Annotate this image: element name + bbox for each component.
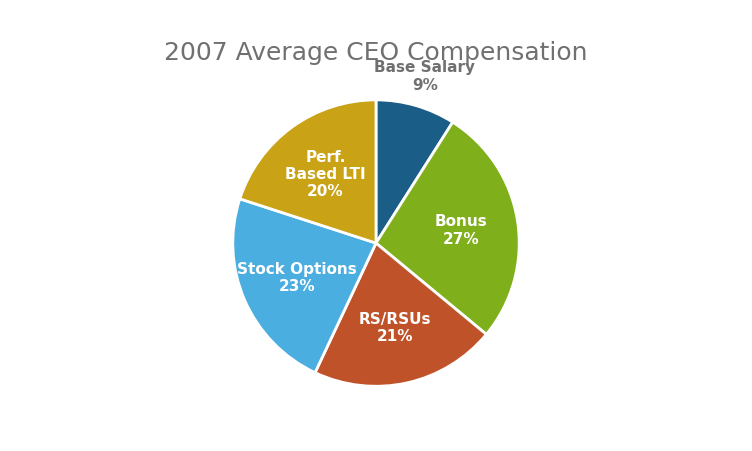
Wedge shape [376,123,519,335]
Text: Bonus
27%: Bonus 27% [435,214,487,246]
Wedge shape [240,101,376,244]
Wedge shape [233,199,376,373]
Text: Perf.
Based LTI
20%: Perf. Based LTI 20% [285,149,365,199]
Wedge shape [315,244,487,387]
Text: 2007 Average CEO Compensation: 2007 Average CEO Compensation [164,41,588,64]
Text: Stock Options
23%: Stock Options 23% [238,262,357,294]
Text: Base Salary
9%: Base Salary 9% [374,60,475,92]
Wedge shape [376,101,453,244]
Text: RS/RSUs
21%: RS/RSUs 21% [359,311,431,343]
